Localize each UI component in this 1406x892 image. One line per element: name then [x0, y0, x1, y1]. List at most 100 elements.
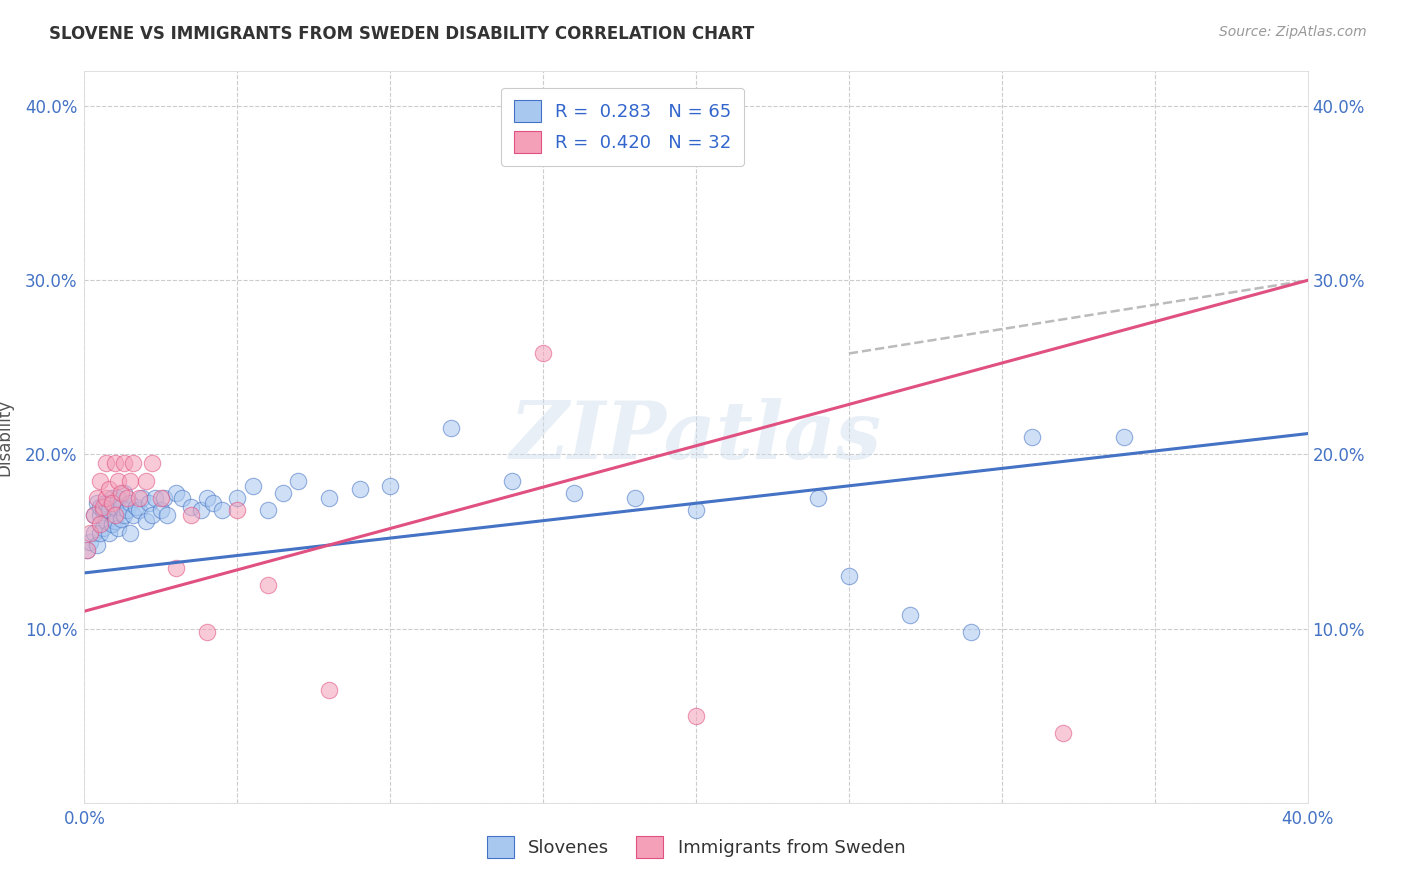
Text: SLOVENE VS IMMIGRANTS FROM SWEDEN DISABILITY CORRELATION CHART: SLOVENE VS IMMIGRANTS FROM SWEDEN DISABI…: [49, 25, 755, 43]
Point: [138, 496, 160, 510]
Point: [257, 578, 280, 592]
Point: [271, 485, 294, 500]
Point: [502, 474, 524, 488]
Point: [94, 456, 117, 470]
Point: [83, 508, 105, 523]
Point: [104, 514, 127, 528]
Y-axis label: Disability: Disability: [0, 399, 14, 475]
Point: [1052, 726, 1074, 740]
Point: [112, 485, 135, 500]
Point: [104, 456, 127, 470]
Point: [172, 491, 194, 505]
Point: [120, 525, 142, 540]
Point: [83, 508, 105, 523]
Point: [190, 503, 212, 517]
Point: [125, 500, 148, 514]
Point: [76, 543, 98, 558]
Point: [97, 525, 120, 540]
Point: [122, 456, 145, 470]
Point: [141, 456, 163, 470]
Point: [89, 500, 111, 514]
Point: [149, 491, 172, 505]
Point: [807, 491, 830, 505]
Point: [898, 607, 921, 622]
Point: [242, 479, 264, 493]
Point: [562, 485, 585, 500]
Point: [89, 517, 111, 532]
Point: [287, 474, 309, 488]
Point: [226, 503, 249, 517]
Point: [91, 500, 114, 514]
Point: [89, 508, 111, 523]
Point: [195, 625, 218, 640]
Point: [120, 496, 142, 510]
Text: Source: ZipAtlas.com: Source: ZipAtlas.com: [1219, 25, 1367, 39]
Point: [89, 525, 111, 540]
Point: [122, 508, 145, 523]
Point: [318, 682, 340, 697]
Point: [110, 485, 132, 500]
Point: [135, 514, 157, 528]
Point: [1114, 430, 1136, 444]
Point: [149, 503, 172, 517]
Point: [76, 543, 98, 558]
Point: [91, 503, 114, 517]
Point: [97, 483, 120, 497]
Point: [135, 474, 157, 488]
Point: [89, 474, 111, 488]
Point: [960, 625, 983, 640]
Point: [226, 491, 249, 505]
Point: [107, 491, 129, 505]
Point: [349, 483, 371, 497]
Point: [104, 500, 127, 514]
Point: [440, 421, 463, 435]
Point: [79, 525, 101, 540]
Point: [165, 560, 187, 574]
Point: [110, 500, 132, 514]
Point: [86, 496, 108, 510]
Point: [685, 503, 707, 517]
Point: [107, 474, 129, 488]
Point: [79, 534, 101, 549]
Point: [128, 503, 150, 517]
Point: [104, 508, 127, 523]
Point: [83, 525, 105, 540]
Point: [101, 491, 124, 505]
Point: [180, 500, 202, 514]
Point: [94, 514, 117, 528]
Point: [153, 491, 176, 505]
Legend: Slovenes, Immigrants from Sweden: Slovenes, Immigrants from Sweden: [478, 827, 914, 867]
Point: [195, 491, 218, 505]
Point: [838, 569, 860, 583]
Point: [101, 496, 124, 510]
Point: [201, 496, 224, 510]
Point: [110, 512, 132, 526]
Point: [141, 508, 163, 523]
Point: [97, 503, 120, 517]
Point: [107, 521, 129, 535]
Point: [120, 474, 142, 488]
Point: [112, 508, 135, 523]
Point: [624, 491, 647, 505]
Point: [128, 491, 150, 505]
Point: [257, 503, 280, 517]
Point: [531, 346, 554, 360]
Point: [94, 496, 117, 510]
Point: [115, 491, 138, 505]
Text: ZIPatlas: ZIPatlas: [510, 399, 882, 475]
Point: [180, 508, 202, 523]
Point: [211, 503, 233, 517]
Point: [101, 517, 124, 532]
Point: [94, 491, 117, 505]
Point: [380, 479, 402, 493]
Point: [143, 491, 166, 505]
Point: [91, 521, 114, 535]
Point: [1021, 430, 1043, 444]
Point: [112, 456, 135, 470]
Point: [86, 538, 108, 552]
Point: [318, 491, 340, 505]
Point: [131, 491, 153, 505]
Point: [685, 708, 707, 723]
Point: [156, 508, 179, 523]
Point: [115, 503, 138, 517]
